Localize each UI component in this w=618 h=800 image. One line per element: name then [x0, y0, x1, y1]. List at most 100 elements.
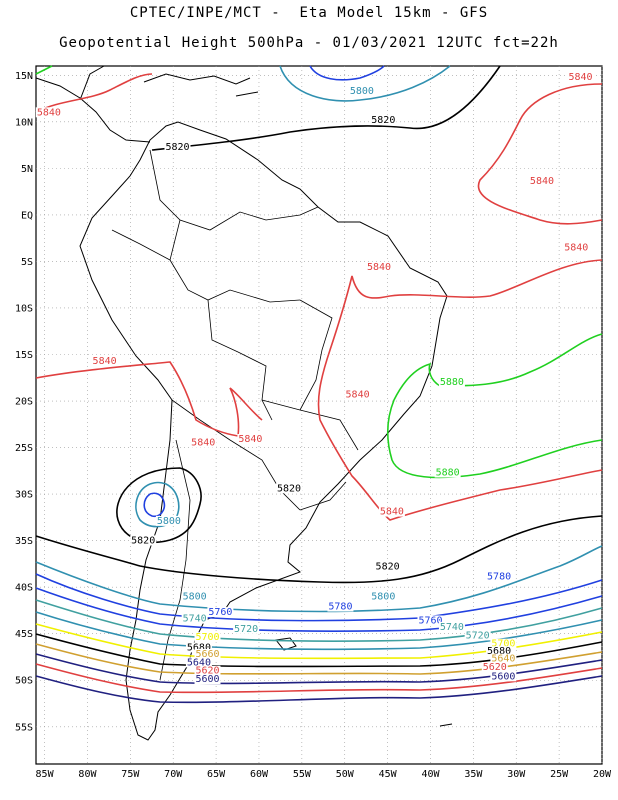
latitude-ticks: 15N 10N 5N EQ 5S 10S 15S 20S 25S 30S 35S 40S 45S 50S 5… [15, 71, 33, 733]
contour-label-bg [181, 591, 208, 602]
contour-5680 [35, 633, 603, 668]
lat-tick-label: 55S [15, 722, 33, 733]
falkland-islands [275, 637, 297, 651]
contour-label: 5840 [238, 434, 262, 445]
contour-label-bg [563, 242, 590, 253]
contour-label-bg [185, 642, 212, 653]
contour-label: 5840 [564, 242, 588, 253]
lat-tick-label: 10S [15, 303, 33, 314]
contour-label: 5800 [157, 516, 181, 527]
contour-label: 5740 [440, 622, 464, 633]
contour-label: 5760 [208, 607, 232, 618]
contour-label: 5800 [371, 591, 395, 602]
contour-label-bg [194, 674, 221, 685]
contour-5840-ne [477, 83, 603, 225]
contour-label-bg [464, 630, 491, 641]
contour-label: 5840 [367, 262, 391, 273]
contour-label: 5820 [371, 115, 395, 126]
contour-label: 5780 [487, 572, 511, 583]
contour-label: 5600 [195, 674, 219, 685]
contour-label: 5820 [165, 142, 189, 153]
lat-lon-grid [36, 66, 603, 764]
contour-5660 [35, 643, 603, 675]
contour-label-bg [348, 85, 375, 96]
contour-label-bg [275, 483, 302, 494]
contour-5780-low [143, 492, 166, 518]
contour-5780-north [309, 65, 385, 81]
contour-label-bg [490, 638, 517, 649]
contour-label-bg [155, 515, 182, 526]
lat-tick-label: 5N [21, 164, 33, 175]
contour-label-bg [486, 571, 513, 582]
contour-label-bg [528, 176, 555, 187]
contour-label-bg [434, 467, 461, 478]
lon-tick-label: 25W [550, 769, 569, 780]
country-borders [111, 149, 359, 681]
georgia-island [439, 723, 453, 727]
contour-label: 5840 [569, 72, 593, 83]
lon-tick-label: 85W [36, 769, 55, 780]
contour-label: 5620 [483, 662, 507, 673]
contour-label: 5840 [530, 176, 554, 187]
contour-5740 [35, 599, 603, 642]
contour-label-bg [130, 535, 157, 546]
contour-5620 [35, 663, 603, 694]
contour-label: 5640 [187, 657, 211, 668]
contour-5760 [35, 587, 603, 632]
contour-label-bg [490, 653, 517, 664]
contour-label-bg [190, 437, 217, 448]
lat-tick-label: 45S [15, 629, 33, 640]
contour-5840-nw [35, 73, 153, 113]
contour-label-bg [374, 561, 401, 572]
lon-tick-label: 50W [336, 769, 355, 780]
lon-tick-label: 40W [421, 769, 440, 780]
contour-labels: 5800582058205840584058405840584058405840… [35, 71, 594, 685]
lon-tick-label: 55W [293, 769, 312, 780]
lon-tick-label: 30W [507, 769, 526, 780]
contour-5820-north [151, 65, 501, 151]
contour-5720 [35, 611, 603, 650]
lon-tick-label: 75W [121, 769, 140, 780]
contour-5840-west [35, 361, 263, 437]
contour-label-bg [207, 607, 234, 618]
contour-label: 5680 [487, 646, 511, 657]
contour-label-bg [486, 646, 513, 657]
contour-label-bg [370, 114, 397, 125]
lat-tick-label: 10N [15, 117, 33, 128]
contour-label: 5700 [491, 639, 515, 650]
contour-label-bg [91, 355, 118, 366]
contour-5840-central [317, 259, 603, 521]
contour-label-bg [327, 601, 354, 612]
contour-label: 5840 [191, 438, 215, 449]
contour-5820-south [35, 515, 603, 584]
lat-tick-label: 15N [15, 71, 33, 82]
contour-5600 [35, 675, 603, 704]
lon-tick-label: 80W [78, 769, 97, 780]
lat-tick-label: 15S [15, 350, 33, 361]
lon-tick-label: 70W [164, 769, 183, 780]
lon-tick-label: 65W [207, 769, 226, 780]
contour-label-bg [438, 621, 465, 632]
contour-label-bg [194, 648, 221, 659]
lat-tick-label: 50S [15, 676, 33, 687]
contour-label: 5840 [93, 356, 117, 367]
longitude-ticks: 85W 80W 75W 70W 65W 60W 55W 50W 45W 40W 35W 30W 25W 2… [36, 769, 612, 780]
contour-label: 5820 [277, 483, 301, 494]
contour-label: 5800 [350, 86, 374, 97]
contour-label: 5620 [195, 666, 219, 677]
contour-5800-south [35, 545, 603, 613]
map-subtitle: Geopotential Height 500hPa - 01/03/2021 … [59, 35, 559, 51]
lat-tick-label: 5S [21, 257, 33, 268]
contour-label: 5600 [491, 671, 515, 682]
contour-label: 5760 [418, 615, 442, 626]
contour-label-bg [490, 671, 517, 682]
contour-label: 5820 [131, 535, 155, 546]
contour-label-bg [194, 632, 221, 643]
contour-label-bg [378, 506, 405, 517]
contour-label: 5840 [380, 507, 404, 518]
contour-label-bg [35, 107, 62, 118]
contour-label: 5720 [234, 624, 258, 635]
contour-label-bg [567, 71, 594, 82]
lat-tick-label: 25S [15, 443, 33, 454]
